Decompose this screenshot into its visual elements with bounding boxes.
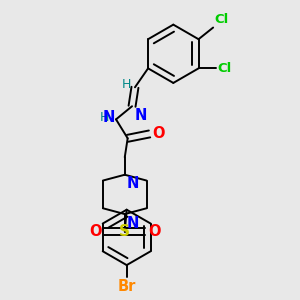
Text: H: H: [99, 111, 109, 124]
Text: N: N: [126, 215, 139, 230]
Text: Cl: Cl: [218, 62, 232, 75]
Text: Cl: Cl: [214, 13, 229, 26]
Text: S: S: [119, 224, 130, 239]
Text: N: N: [134, 108, 147, 123]
Text: H: H: [122, 78, 131, 91]
Text: O: O: [89, 224, 101, 239]
Text: O: O: [148, 224, 160, 239]
Text: N: N: [103, 110, 116, 125]
Text: Br: Br: [118, 279, 136, 294]
Text: N: N: [126, 176, 139, 191]
Text: O: O: [152, 126, 164, 141]
